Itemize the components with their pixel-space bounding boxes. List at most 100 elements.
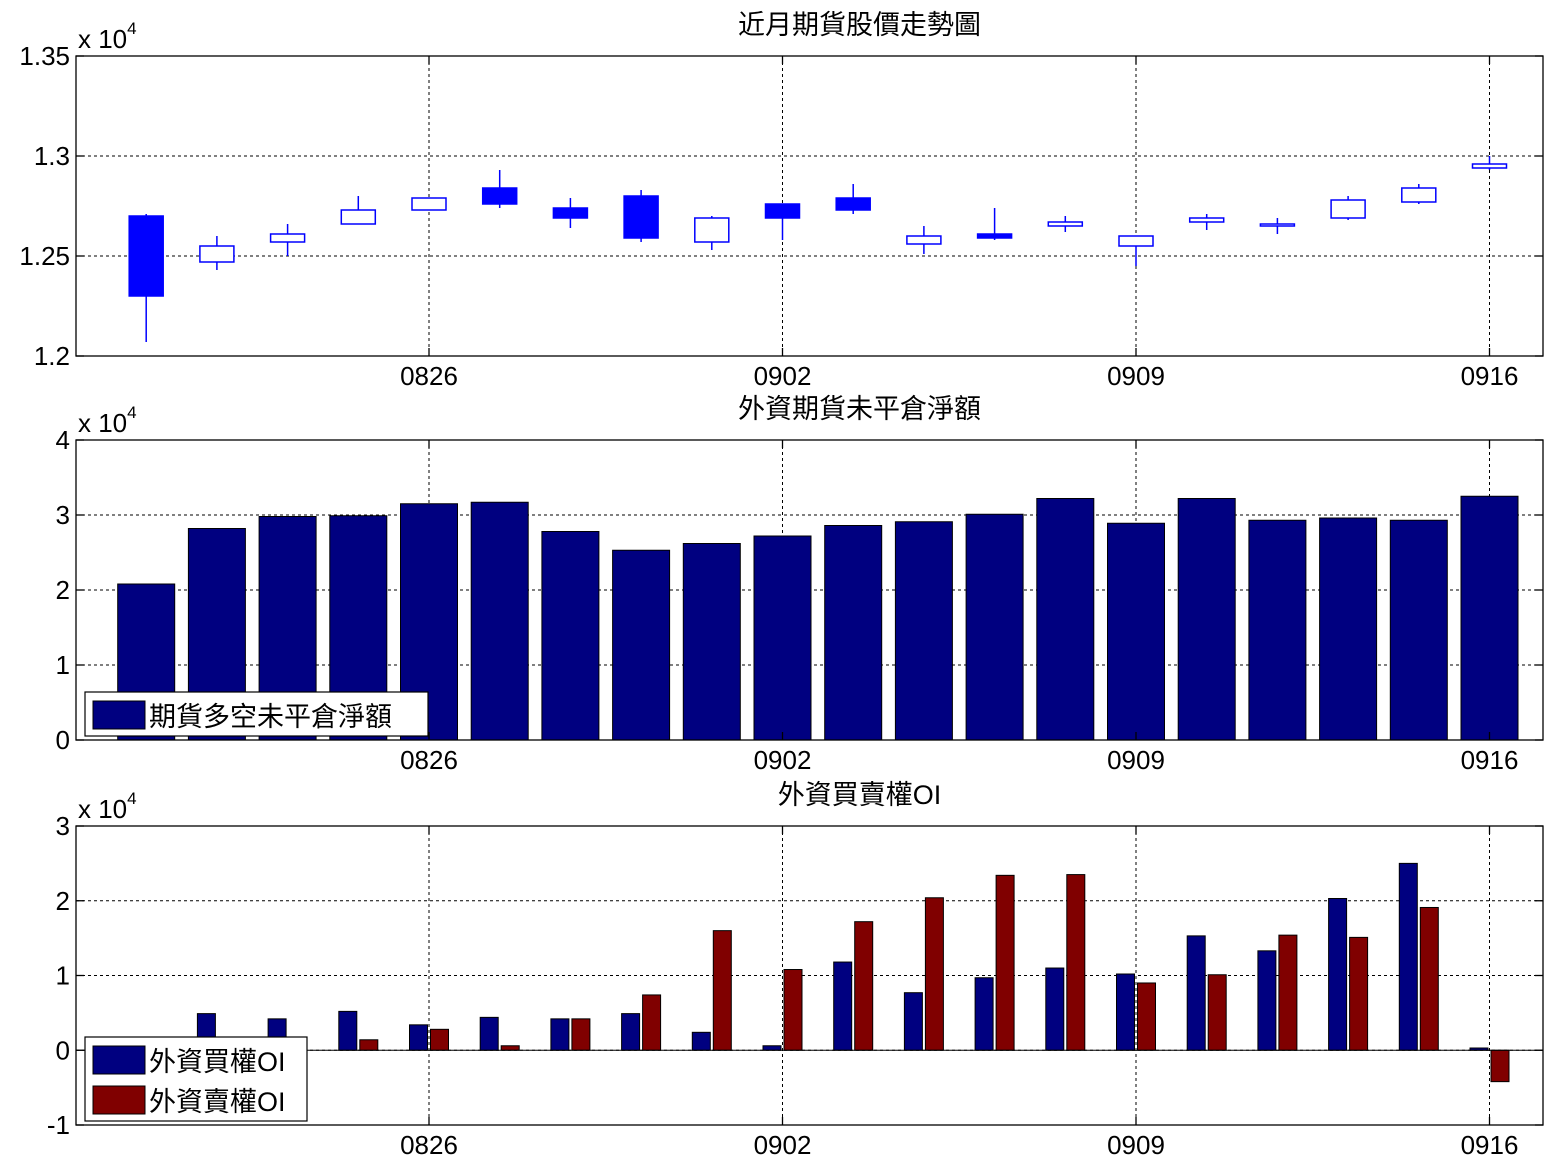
bar — [854, 921, 874, 1051]
candle-body — [623, 195, 659, 239]
bar — [621, 1013, 641, 1051]
bar — [753, 535, 812, 741]
bar — [1319, 517, 1378, 741]
y-tick-label: -1 — [47, 1110, 70, 1140]
candle-body — [269, 233, 306, 243]
legend-swatch — [92, 700, 146, 730]
bar — [903, 992, 923, 1051]
axes-background — [76, 56, 1543, 356]
x-tick-label: 0909 — [1107, 745, 1165, 775]
bar — [409, 1024, 428, 1051]
x-tick-label: 0902 — [754, 361, 812, 391]
bar — [470, 501, 529, 741]
candlestick-plot: 1.2 1.25 1.3 1.35 0826 0902 0909 0916 x 104 近月期貨股… — [19, 10, 1544, 391]
y-tick-label: 1 — [56, 650, 70, 680]
bar — [1248, 519, 1307, 741]
candle-body — [1330, 199, 1366, 219]
bar — [682, 543, 741, 741]
candle-body — [976, 233, 1013, 239]
y-multiplier: x 104 — [78, 789, 137, 824]
legend-label: 外資買權OI — [149, 1047, 286, 1077]
candle-body — [411, 197, 447, 211]
bar — [1036, 498, 1095, 741]
bar — [1186, 935, 1206, 1051]
bar — [1419, 906, 1439, 1051]
axes-box — [75, 55, 1544, 357]
y-tick-label: 1 — [56, 961, 70, 991]
bar — [642, 994, 662, 1051]
bar — [359, 1039, 379, 1051]
bar — [894, 521, 953, 741]
candle-body — [1259, 223, 1296, 227]
x-tick-label: 0826 — [400, 361, 458, 391]
x-tick-label: 0902 — [754, 745, 812, 775]
candle-body — [1401, 187, 1437, 203]
bar — [824, 525, 883, 741]
y-tick-label: 1.3 — [34, 141, 70, 171]
bar — [612, 549, 671, 741]
y-tick-label: 1.2 — [34, 341, 70, 371]
x-tick-label: 0826 — [400, 745, 458, 775]
bar — [1177, 498, 1236, 741]
bar — [430, 1028, 449, 1051]
y-multiplier: x 104 — [78, 19, 137, 54]
bar — [1398, 862, 1418, 1051]
candle-body — [1471, 163, 1508, 169]
bar — [965, 513, 1024, 741]
bar — [1137, 982, 1156, 1051]
legend-label: 外資賣權OI — [149, 1087, 286, 1117]
candle-body — [552, 207, 589, 219]
x-tick-label: 0916 — [1461, 745, 1519, 775]
bar — [1389, 519, 1448, 741]
options-oi-plot: -1 0 1 2 3 0826 0902 0909 0916 x 104 外資買賣權OI 外資買權OI… — [47, 780, 1544, 1157]
x-tick-label: 0916 — [1461, 1130, 1519, 1157]
candle-body — [1118, 235, 1154, 247]
legend-swatch — [92, 1085, 146, 1115]
bar — [1460, 495, 1519, 741]
candle-body — [694, 217, 730, 243]
candle-body — [199, 245, 235, 263]
bar — [1066, 874, 1086, 1051]
bar — [500, 1045, 520, 1051]
bar — [924, 897, 944, 1051]
bar — [338, 1010, 358, 1051]
y-tick-label: 3 — [56, 811, 70, 841]
y-tick-label: 1.35 — [19, 41, 70, 71]
bar — [783, 969, 803, 1051]
y-multiplier: x 104 — [78, 403, 137, 438]
bar — [541, 531, 600, 741]
candle-body — [128, 215, 164, 297]
bar — [550, 1018, 570, 1051]
y-tick-label: 2 — [56, 575, 70, 605]
bar — [712, 930, 732, 1051]
bar — [1328, 898, 1348, 1051]
chart-title: 近月期貨股價走勢圖 — [738, 10, 981, 40]
bar — [762, 1045, 782, 1051]
x-tick-label: 0902 — [754, 1130, 812, 1157]
bar — [1349, 936, 1369, 1051]
bar — [974, 977, 994, 1051]
bar — [833, 961, 853, 1051]
y-tick-label: 2 — [56, 886, 70, 916]
y-tick-label: 0 — [56, 1035, 70, 1065]
chart-title: 外資期貨未平倉淨額 — [738, 394, 981, 424]
x-tick-label: 0916 — [1461, 361, 1519, 391]
candle-body — [481, 187, 518, 205]
candle-body — [906, 235, 942, 245]
chart-title: 外資買賣權OI — [778, 780, 942, 810]
y-tick-label: 1.25 — [19, 241, 70, 271]
bar — [1490, 1049, 1510, 1083]
legend-swatch — [92, 1045, 146, 1075]
x-tick-label: 0909 — [1107, 361, 1165, 391]
bar — [1045, 967, 1065, 1051]
bar — [995, 874, 1015, 1051]
bar — [1278, 934, 1298, 1051]
candle-body — [340, 209, 377, 225]
bar — [1207, 974, 1227, 1051]
bar — [691, 1031, 711, 1051]
bar — [1257, 950, 1277, 1051]
x-tick-label: 0909 — [1107, 1130, 1165, 1157]
y-tick-label: 3 — [56, 500, 70, 530]
candle-body — [1047, 221, 1084, 227]
